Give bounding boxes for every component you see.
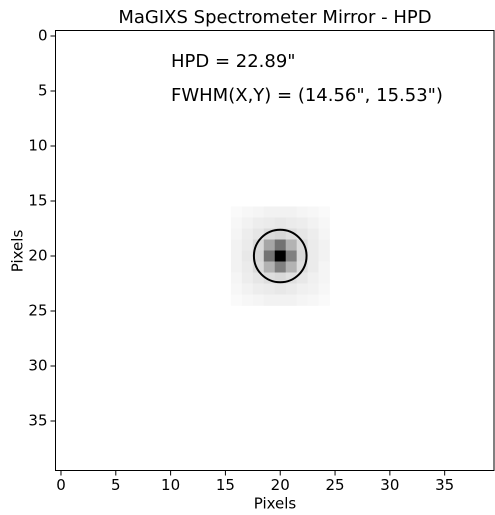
heat-cell: [297, 284, 308, 295]
heat-cell: [286, 218, 297, 229]
heat-cell: [242, 262, 253, 273]
heat-cell: [275, 251, 286, 262]
heat-cell: [242, 295, 253, 306]
x-tick-label: 35: [435, 476, 454, 494]
heat-cell: [275, 218, 286, 229]
heat-cell: [253, 207, 264, 218]
heat-cell: [308, 295, 319, 306]
heat-cell: [231, 229, 242, 240]
heat-cell: [275, 284, 286, 295]
chart-title: MaGIXS Spectrometer Mirror - HPD: [118, 7, 431, 28]
heat-cell: [286, 262, 297, 273]
heat-cell: [286, 207, 297, 218]
heat-cell: [308, 240, 319, 251]
chart: MaGIXS Spectrometer Mirror - HPD Pixels …: [0, 0, 495, 515]
heat-cell: [297, 295, 308, 306]
heat-cell: [286, 251, 297, 262]
heat-cell: [231, 240, 242, 251]
heat-cell: [297, 218, 308, 229]
heat-cell: [308, 262, 319, 273]
heat-cell: [319, 273, 330, 284]
heat-cell: [275, 240, 286, 251]
x-tick-label: 5: [111, 476, 121, 494]
y-axis-label: Pixels: [9, 230, 27, 273]
heat-cell: [231, 207, 242, 218]
heat-cell: [231, 218, 242, 229]
heat-cell: [242, 240, 253, 251]
x-axis-label: Pixels: [254, 495, 297, 513]
heat-cell: [308, 251, 319, 262]
heat-cell: [264, 240, 275, 251]
heat-cell: [253, 218, 264, 229]
heat-cell: [264, 207, 275, 218]
x-tick-label: 30: [380, 476, 399, 494]
heat-cell: [308, 284, 319, 295]
heat-cell: [231, 262, 242, 273]
heat-cell: [253, 229, 264, 240]
heat-cell: [264, 284, 275, 295]
y-tick-label: 25: [28, 302, 47, 320]
y-tick-label: 30: [28, 357, 47, 375]
heat-cell: [242, 229, 253, 240]
heat-cell: [319, 207, 330, 218]
heat-cell: [308, 218, 319, 229]
heat-cell: [308, 229, 319, 240]
heat-cell: [242, 273, 253, 284]
heat-cell: [319, 251, 330, 262]
y-tick-label: 20: [28, 247, 47, 265]
annotation: FWHM(X,Y) = (14.56", 15.53"): [171, 85, 443, 106]
heat-cell: [242, 218, 253, 229]
heat-cell: [242, 284, 253, 295]
heat-cell: [264, 218, 275, 229]
heat-cell: [319, 240, 330, 251]
heat-cell: [319, 229, 330, 240]
y-tick-label: 0: [38, 27, 48, 45]
annotation: HPD = 22.89": [171, 51, 296, 72]
heat-cell: [286, 284, 297, 295]
heat-cell: [319, 218, 330, 229]
heat-cell: [319, 262, 330, 273]
y-tick-label: 15: [28, 192, 47, 210]
heat-cell: [275, 207, 286, 218]
heat-cell: [231, 273, 242, 284]
x-tick-label: 15: [216, 476, 235, 494]
x-tick-label: 0: [56, 476, 66, 494]
x-tick-label: 25: [325, 476, 344, 494]
heat-cell: [231, 284, 242, 295]
heat-cell: [264, 251, 275, 262]
heat-cell: [286, 295, 297, 306]
y-tick-label: 10: [28, 137, 47, 155]
heat-cell: [275, 262, 286, 273]
heat-cell: [242, 207, 253, 218]
heat-cell: [308, 273, 319, 284]
heat-cell: [264, 295, 275, 306]
y-tick-label: 35: [28, 412, 47, 430]
heat-cell: [286, 240, 297, 251]
x-tick-label: 10: [161, 476, 180, 494]
heat-cell: [231, 295, 242, 306]
heat-cell: [297, 207, 308, 218]
heat-cell: [242, 251, 253, 262]
heat-cell: [264, 262, 275, 273]
x-tick-label: 20: [271, 476, 290, 494]
heat-cell: [319, 284, 330, 295]
heat-cell: [308, 207, 319, 218]
heat-cell: [253, 284, 264, 295]
y-tick-label: 5: [38, 82, 48, 100]
heat-cell: [319, 295, 330, 306]
heat-cell: [231, 251, 242, 262]
heat-cell: [275, 295, 286, 306]
heat-cell: [253, 295, 264, 306]
